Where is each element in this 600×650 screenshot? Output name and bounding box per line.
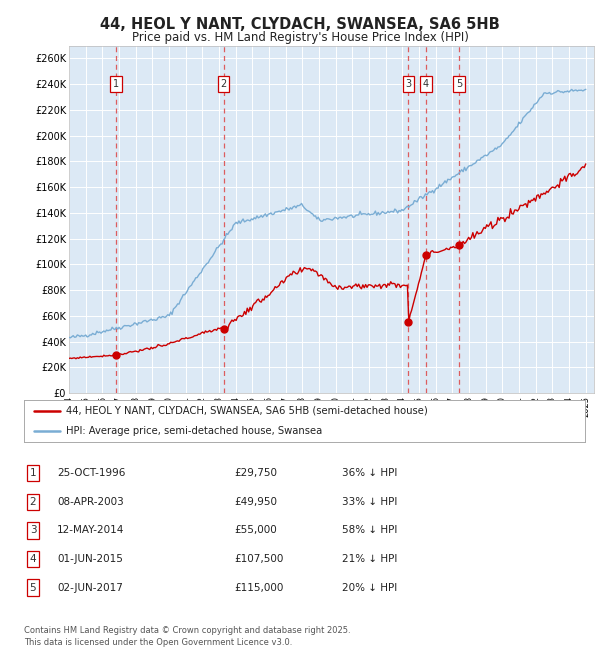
Text: £29,750: £29,750 bbox=[234, 468, 277, 478]
Text: 44, HEOL Y NANT, CLYDACH, SWANSEA, SA6 5HB: 44, HEOL Y NANT, CLYDACH, SWANSEA, SA6 5… bbox=[100, 17, 500, 32]
Text: 3: 3 bbox=[405, 79, 412, 89]
Text: 02-JUN-2017: 02-JUN-2017 bbox=[57, 582, 123, 593]
Text: 44, HEOL Y NANT, CLYDACH, SWANSEA, SA6 5HB (semi-detached house): 44, HEOL Y NANT, CLYDACH, SWANSEA, SA6 5… bbox=[66, 406, 428, 416]
Text: 08-APR-2003: 08-APR-2003 bbox=[57, 497, 124, 507]
Text: 2: 2 bbox=[220, 79, 227, 89]
Text: £55,000: £55,000 bbox=[234, 525, 277, 536]
Text: 12-MAY-2014: 12-MAY-2014 bbox=[57, 525, 124, 536]
Text: 33% ↓ HPI: 33% ↓ HPI bbox=[342, 497, 397, 507]
Text: 4: 4 bbox=[29, 554, 37, 564]
Text: £49,950: £49,950 bbox=[234, 497, 277, 507]
Text: HPI: Average price, semi-detached house, Swansea: HPI: Average price, semi-detached house,… bbox=[66, 426, 322, 436]
Text: £115,000: £115,000 bbox=[234, 582, 283, 593]
Text: 58% ↓ HPI: 58% ↓ HPI bbox=[342, 525, 397, 536]
Text: 21% ↓ HPI: 21% ↓ HPI bbox=[342, 554, 397, 564]
Text: Contains HM Land Registry data © Crown copyright and database right 2025.
This d: Contains HM Land Registry data © Crown c… bbox=[24, 626, 350, 647]
Text: 1: 1 bbox=[113, 79, 119, 89]
Text: 1: 1 bbox=[29, 468, 37, 478]
Text: 36% ↓ HPI: 36% ↓ HPI bbox=[342, 468, 397, 478]
Text: 20% ↓ HPI: 20% ↓ HPI bbox=[342, 582, 397, 593]
Text: 01-JUN-2015: 01-JUN-2015 bbox=[57, 554, 123, 564]
Text: £107,500: £107,500 bbox=[234, 554, 283, 564]
Text: Price paid vs. HM Land Registry's House Price Index (HPI): Price paid vs. HM Land Registry's House … bbox=[131, 31, 469, 44]
Text: 25-OCT-1996: 25-OCT-1996 bbox=[57, 468, 125, 478]
Text: 4: 4 bbox=[423, 79, 429, 89]
Text: 5: 5 bbox=[456, 79, 463, 89]
Text: 5: 5 bbox=[29, 582, 37, 593]
Text: 2: 2 bbox=[29, 497, 37, 507]
Text: 3: 3 bbox=[29, 525, 37, 536]
